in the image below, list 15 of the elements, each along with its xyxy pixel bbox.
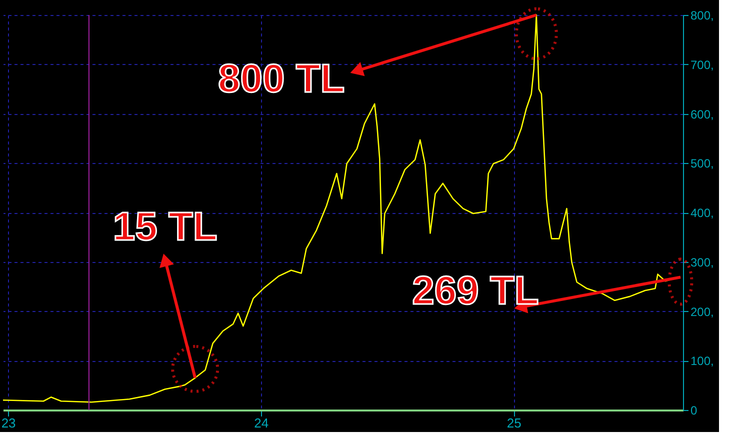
y-tick-label: 700, — [690, 58, 714, 72]
x-tick-label: 23 — [1, 416, 16, 430]
annotation: 269 TL — [412, 269, 539, 314]
y-tick-label: 300, — [690, 255, 714, 270]
annotation: 15 TL — [112, 204, 218, 249]
y-tick-label: 400, — [690, 206, 714, 220]
y-tick-label: 0 — [690, 404, 698, 418]
y-tick-label: 500, — [690, 156, 714, 171]
y-tick-label: 100, — [690, 354, 714, 368]
y-tick-label: 800, — [690, 8, 714, 22]
x-tick-label: 24 — [254, 416, 269, 430]
x-tick-label: 25 — [506, 416, 522, 430]
y-tick-label: 200, — [690, 304, 714, 319]
y-tick-label: 600, — [690, 107, 714, 122]
annotation: 800 TL — [218, 57, 345, 101]
